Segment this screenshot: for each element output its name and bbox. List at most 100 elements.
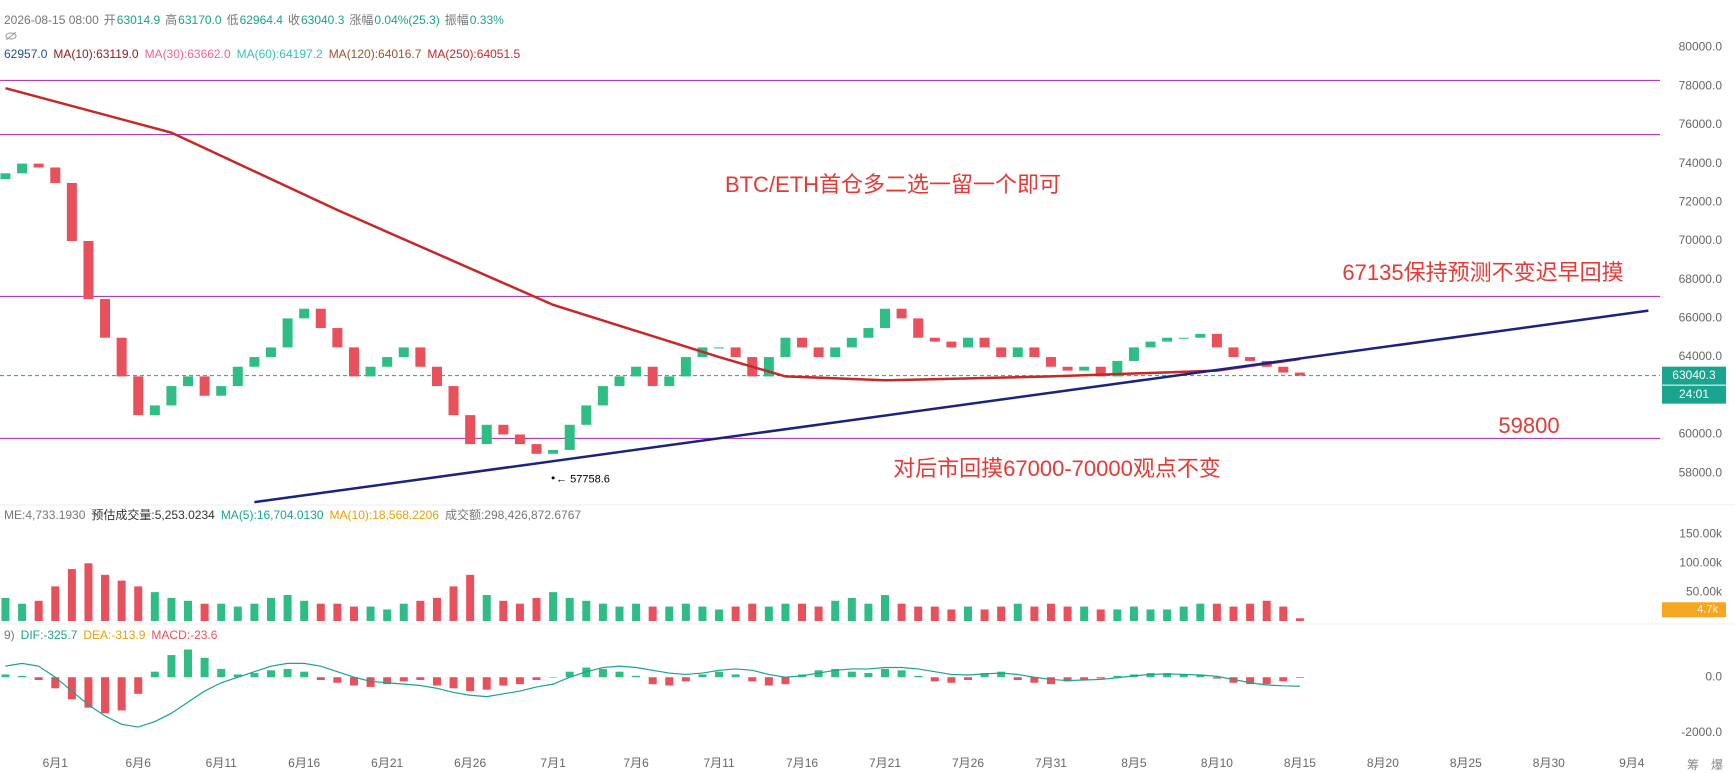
- volume-bar: [300, 600, 309, 621]
- ohlc-item: 63170.0: [178, 13, 222, 27]
- x-tick-label: 7月6: [623, 756, 649, 770]
- candle-body: [1062, 366, 1073, 371]
- macd-bar: [731, 674, 740, 678]
- volume-header-item: 成交额:298,426,872.6767: [444, 508, 582, 522]
- macd-bar: [233, 674, 242, 678]
- macd-bar: [930, 677, 939, 682]
- x-tick-label: 8月30: [1533, 756, 1565, 770]
- y-tick-label: 58000.0: [1679, 465, 1723, 479]
- ma-legend: 62957.0 MA(10):63119.0 MA(30):63662.0 MA(60…: [4, 47, 526, 61]
- volume-bar: [1279, 606, 1288, 621]
- y-tick-label: 50.00k: [1686, 584, 1723, 598]
- x-tick-label: 6月21: [371, 756, 403, 770]
- last-price-box: [1662, 366, 1726, 385]
- candle-body: [133, 376, 144, 416]
- volume-bar: [117, 580, 126, 621]
- volume-bar: [250, 603, 259, 621]
- y-tick-label: 0.0: [1705, 669, 1722, 683]
- candle-body: [50, 167, 61, 183]
- x-tick-label: 6月26: [454, 756, 486, 770]
- macd-bar: [266, 670, 275, 678]
- x-tick-label: 7月26: [952, 756, 984, 770]
- volume-bar: [366, 606, 375, 621]
- volume-bar: [283, 595, 292, 621]
- macd-bar: [632, 675, 641, 678]
- macd-bar: [565, 671, 574, 678]
- candle-body: [299, 308, 310, 319]
- ohlc-item: 涨幅: [349, 13, 374, 27]
- macd-bar: [980, 673, 989, 678]
- macd-bar: [764, 677, 773, 686]
- candle-body: [33, 163, 44, 168]
- macd-bar: [1279, 677, 1288, 682]
- macd-bar: [947, 677, 956, 683]
- macd-bar: [665, 677, 674, 686]
- volume-bar: [200, 603, 209, 621]
- candle-body: [1178, 337, 1189, 339]
- volume-bar: [167, 597, 176, 621]
- volume-bar: [731, 606, 740, 621]
- candle-body: [431, 366, 442, 387]
- macd-bar: [34, 677, 43, 680]
- volume-bar: [184, 600, 193, 621]
- candle-body: [83, 240, 94, 300]
- macd-bar: [466, 677, 475, 692]
- x-tick-label: 8月20: [1367, 756, 1399, 770]
- macd-bar: [814, 670, 823, 678]
- volume-bar: [1063, 606, 1072, 621]
- volume-bar: [101, 574, 110, 621]
- volume-bar: [1080, 606, 1089, 621]
- volume-bar: [764, 606, 773, 621]
- volume-bar: [233, 606, 242, 621]
- macd-bar: [963, 677, 972, 680]
- macd-bar: [1096, 677, 1105, 679]
- ma-legend-item: MA(60):64197.2: [236, 47, 323, 61]
- y-tick-label: 60000.0: [1679, 427, 1723, 441]
- annotation: BTC/ETH首仓多二选一留一个即可: [725, 172, 1061, 197]
- candle-body: [481, 424, 492, 445]
- macd-bar: [781, 677, 790, 685]
- volume-bar: [582, 600, 591, 621]
- volume-bar: [864, 603, 873, 621]
- candle-body: [1145, 341, 1156, 348]
- volume-bar: [847, 597, 856, 621]
- macd-bar: [914, 675, 923, 678]
- volume-bar: [930, 606, 939, 621]
- macd-bar: [598, 668, 607, 678]
- candle-body: [913, 318, 924, 338]
- candle-body: [465, 415, 476, 445]
- candle-body: [232, 366, 243, 387]
- volume-bar: [34, 600, 43, 621]
- candle-body: [448, 386, 459, 416]
- candle-body: [631, 366, 642, 377]
- dif-line: [5, 662, 1300, 728]
- candle-body: [813, 347, 824, 358]
- x-tick-label: 8月10: [1201, 756, 1233, 770]
- candle-body: [647, 366, 658, 387]
- macd-bar: [582, 667, 591, 678]
- candle-body: [531, 444, 542, 454]
- candle-body: [1095, 366, 1106, 377]
- volume-bar: [1196, 603, 1205, 621]
- candle-body: [1128, 347, 1139, 361]
- candle-body: [946, 341, 957, 348]
- volume-bar: [1163, 609, 1172, 621]
- volume-bar: [980, 609, 989, 621]
- ohlc-header: 2026-08-15 08:00 开63014.9 高63170.0 低62964.4…: [4, 11, 509, 28]
- volume-header-item: ME:4,733.1930: [4, 508, 86, 522]
- x-tick-label: 7月11: [703, 756, 734, 770]
- macd-bar: [1046, 677, 1055, 685]
- x-tick-label: 9月4: [1619, 756, 1645, 770]
- ohlc-item: 0.33%: [469, 13, 504, 27]
- annotation: 对后市回摸67000-70000观点不变: [893, 456, 1221, 481]
- volume-bar: [881, 595, 890, 621]
- volume-marker-label: 4.7k: [1697, 604, 1718, 616]
- last-price-label: 63040.3: [1672, 368, 1716, 382]
- candle-body: [282, 318, 293, 348]
- x-tick-label: 8月25: [1450, 756, 1482, 770]
- volume-bar: [466, 574, 475, 621]
- macd-bar: [1113, 675, 1122, 678]
- macd-bar: [217, 668, 226, 678]
- ohlc-item: 开: [103, 13, 116, 27]
